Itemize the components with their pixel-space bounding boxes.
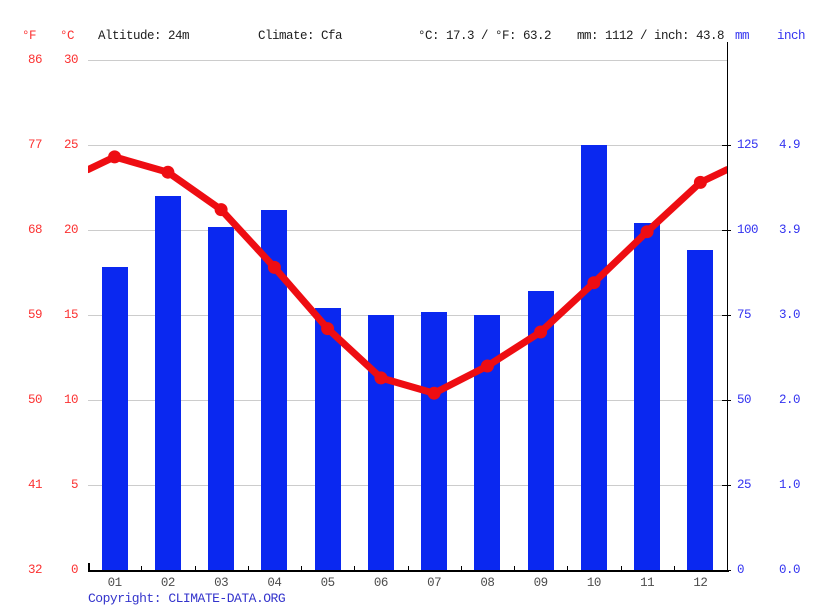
gridline <box>88 485 727 486</box>
annual-precipitation-label: mm: 1112 / inch: 43.8 <box>577 29 725 43</box>
month-boundary-tick <box>141 566 143 570</box>
inch-tick-label: 0.0 <box>779 563 801 577</box>
month-boundary-tick <box>460 566 462 570</box>
temperature-point <box>427 386 441 400</box>
month-label: 04 <box>267 576 282 590</box>
climate-data-org-link[interactable]: CLIMATE-DATA.ORG <box>168 591 286 606</box>
month-boundary-tick <box>514 566 515 570</box>
month-boundary-tick <box>247 566 249 570</box>
precipitation-bar <box>101 267 128 570</box>
right-axis-tick <box>722 315 731 316</box>
y-axis-right-line <box>727 42 728 572</box>
month-boundary-tick <box>620 566 622 570</box>
celsius-tick-label: 15 <box>63 308 79 322</box>
month-label: 06 <box>373 576 389 590</box>
mm-tick-label: 25 <box>737 478 752 492</box>
month-label: 01 <box>107 576 123 590</box>
gridline <box>88 230 727 231</box>
precipitation-bar <box>634 223 661 570</box>
gridline <box>88 145 727 146</box>
temperature-point <box>108 150 122 164</box>
precipitation-bar <box>208 226 235 570</box>
temperature-point <box>693 175 707 189</box>
inch-unit-label: inch <box>777 29 806 43</box>
right-axis-tick <box>722 400 731 401</box>
right-axis-tick <box>722 145 731 146</box>
month-boundary-tick <box>407 566 409 570</box>
month-label: 07 <box>427 576 442 590</box>
mm-tick-label: 50 <box>737 393 752 407</box>
month-label: 10 <box>586 576 602 590</box>
temperature-point <box>534 325 548 339</box>
precipitation-bar <box>687 250 714 570</box>
mm-unit-label: mm <box>735 29 750 43</box>
temperature-point <box>640 225 654 239</box>
temperature-point <box>267 260 281 274</box>
gridline <box>88 315 727 316</box>
right-axis-tick <box>722 230 731 231</box>
celsius-unit-label: °C <box>60 29 75 43</box>
celsius-tick-label: 0 <box>70 563 79 577</box>
temperature-point <box>321 322 335 336</box>
inch-tick-label: 3.0 <box>779 308 801 322</box>
mm-tick-label: 75 <box>737 308 752 322</box>
fahrenheit-tick-label: 59 <box>27 308 43 322</box>
altitude-label: Altitude: 24m <box>98 29 190 43</box>
x-axis-line <box>88 570 729 572</box>
fahrenheit-tick-label: 50 <box>27 393 43 407</box>
gridline <box>88 400 727 401</box>
month-label: 05 <box>320 576 336 590</box>
copyright-label: Copyright: <box>88 591 162 606</box>
fahrenheit-tick-label: 68 <box>27 223 43 237</box>
month-label: 11 <box>640 576 655 590</box>
precipitation-bar <box>580 145 607 570</box>
precipitation-bar <box>421 311 448 570</box>
month-label: 12 <box>693 576 708 590</box>
temperature-point <box>374 371 388 385</box>
month-label: 03 <box>214 576 229 590</box>
celsius-tick-label: 5 <box>70 478 79 492</box>
month-boundary-tick <box>301 566 302 570</box>
temperature-point <box>214 203 228 217</box>
mm-tick-label: 125 <box>737 138 759 152</box>
gridline <box>88 60 727 61</box>
climate-class-label: Climate: Cfa <box>258 29 343 43</box>
month-label: 08 <box>480 576 495 590</box>
inch-tick-label: 2.0 <box>779 393 801 407</box>
temperature-line <box>88 150 727 400</box>
temperature-point <box>587 276 601 290</box>
fahrenheit-tick-label: 86 <box>27 53 43 67</box>
precipitation-bar <box>314 308 341 570</box>
inch-tick-label: 4.9 <box>779 138 801 152</box>
month-label: 09 <box>533 576 549 590</box>
x-axis-left-cap <box>88 563 90 570</box>
mm-tick-label: 100 <box>737 223 759 237</box>
fahrenheit-tick-label: 41 <box>27 478 43 492</box>
celsius-tick-label: 20 <box>63 223 79 237</box>
fahrenheit-unit-label: °F <box>22 29 37 43</box>
month-boundary-tick <box>194 566 196 570</box>
precipitation-bar <box>367 315 394 570</box>
fahrenheit-tick-label: 77 <box>27 138 43 152</box>
celsius-tick-label: 10 <box>63 393 79 407</box>
precipitation-bar <box>154 196 181 570</box>
mean-temperature-label: °C: 17.3 / °F: 63.2 <box>418 29 552 43</box>
fahrenheit-tick-label: 32 <box>27 563 43 577</box>
mm-tick-label: 0 <box>737 563 745 577</box>
temperature-point <box>480 359 494 373</box>
month-boundary-tick <box>354 566 356 570</box>
temperature-polyline <box>88 153 727 397</box>
month-label: 02 <box>160 576 176 590</box>
temperature-point <box>161 165 175 179</box>
copyright-line: Copyright: CLIMATE-DATA.ORG <box>88 591 286 606</box>
celsius-tick-label: 30 <box>63 53 79 67</box>
celsius-tick-label: 25 <box>63 138 79 152</box>
month-boundary-tick <box>567 566 569 570</box>
right-axis-tick <box>722 485 731 486</box>
month-boundary-tick <box>673 566 675 570</box>
inch-tick-label: 1.0 <box>779 478 801 492</box>
inch-tick-label: 3.9 <box>779 223 801 237</box>
